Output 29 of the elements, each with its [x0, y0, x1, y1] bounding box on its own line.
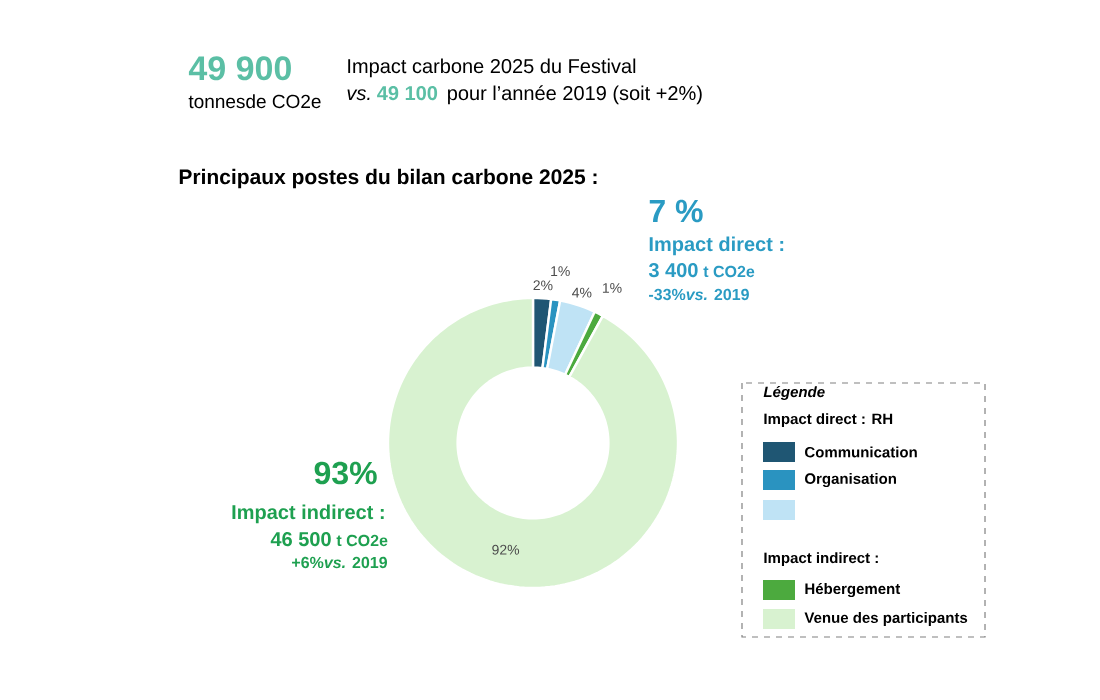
text: t CO2e [336, 534, 388, 547]
data-label: 2% [533, 280, 553, 291]
text: Impact carbone 2025 du Festival [348, 58, 636, 78]
legend-label: Venue des participants [804, 612, 968, 626]
text: 7 % [649, 199, 703, 223]
text: 93% [314, 461, 377, 485]
legend-label: Communication [805, 446, 917, 458]
text: 49 900 [188, 56, 291, 81]
text: vs. [347, 89, 370, 101]
text: +6%vs. 2019 [292, 556, 388, 569]
legend-title: Légende [763, 385, 825, 401]
text: pour l’année 2019 (soit +2%) [448, 85, 702, 105]
text: Impact indirect : [232, 504, 384, 524]
data-label: 1% [602, 283, 622, 293]
text: -33%vs. 2019 [649, 288, 749, 301]
legend-label: Organisation [805, 472, 896, 488]
text: 3 400 [648, 263, 698, 278]
text: t CO2e [703, 265, 755, 278]
text: tonnesde CO2e [188, 94, 321, 109]
text: Impact direct : RH [764, 413, 893, 428]
text: 49 100 [377, 86, 438, 101]
data-label: 1% [551, 266, 570, 277]
text: Impact direct : [649, 236, 784, 256]
chart-title: Principaux postes du bilan carbone 2025 : [179, 168, 597, 189]
text: 46 500 [270, 532, 331, 547]
legend-label: Hébergement [805, 582, 901, 598]
text: Impact indirect : [764, 552, 878, 567]
data-label: 92% [492, 544, 520, 555]
data-label: 4% [572, 287, 592, 298]
